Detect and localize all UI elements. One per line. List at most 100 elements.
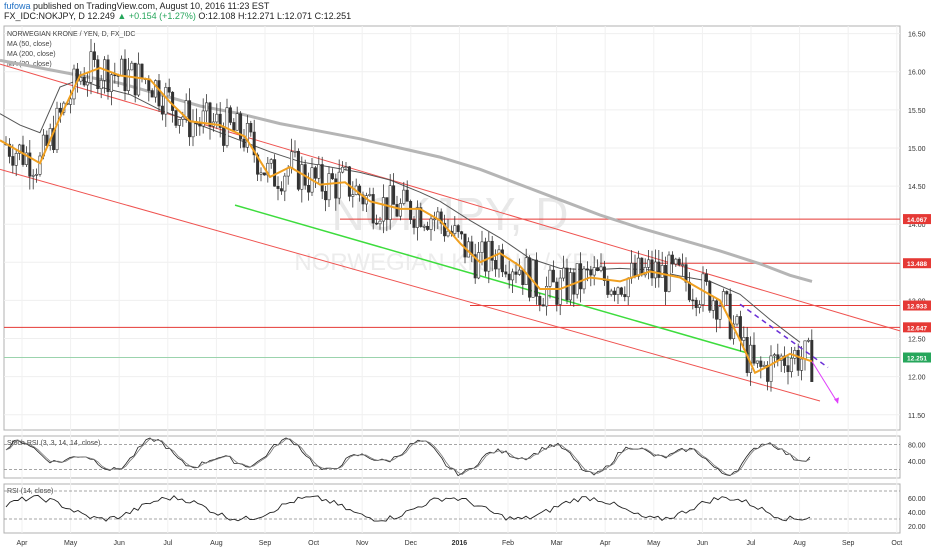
candle-body (640, 257, 644, 276)
rsi-line (5, 494, 811, 522)
candle-body (409, 201, 413, 220)
candle-body (252, 131, 256, 156)
candle-body (460, 231, 464, 235)
candle-body (324, 190, 328, 201)
author-link[interactable]: fufowa (4, 1, 31, 11)
candle-body (704, 273, 708, 282)
candle-body (511, 271, 515, 281)
candle-body (494, 260, 498, 270)
candle-body (769, 355, 773, 382)
candle-body (126, 69, 130, 91)
rsi-label: RSI (14, close) (7, 488, 53, 495)
candle-body (541, 304, 545, 307)
candle-body (715, 300, 719, 320)
candle-body (327, 173, 331, 201)
candle-body (681, 264, 685, 266)
candle-body (242, 138, 246, 148)
x-tick-label: Dec (405, 540, 418, 547)
y-tick-label: 16.50 (908, 32, 926, 39)
candle-body (249, 123, 253, 133)
candle-body (517, 269, 521, 275)
candle-body (351, 194, 355, 197)
candle-body (123, 58, 127, 91)
candle-body (283, 175, 287, 192)
candle-body (191, 121, 195, 138)
price-level-tag (903, 214, 931, 225)
candle-body (674, 258, 678, 265)
candle-body (58, 107, 62, 113)
stoch-label: Stoch RSI (3, 3, 14, 14, close) (7, 440, 100, 447)
candle-body (31, 174, 35, 177)
candle-body (752, 344, 756, 364)
x-tick-label: Apr (17, 540, 29, 547)
candle-body (480, 241, 484, 253)
candle-body (599, 266, 603, 271)
x-tick-label: Sep (259, 540, 272, 547)
stoch-d-line (5, 438, 811, 476)
candle-body (320, 164, 324, 192)
candle-body (633, 262, 637, 277)
candle-body (28, 152, 32, 177)
candle-body (184, 100, 188, 118)
candle-body (140, 63, 144, 79)
ohlc-line: FX_IDC:NOKJPY, D 12.249 ▲ +0.154 (+1.27%… (4, 11, 351, 21)
candle-body (759, 360, 763, 367)
candle-body (225, 107, 229, 146)
y-tick-label: 12.00 (908, 375, 926, 382)
stoch-tick-label: 80.00 (908, 442, 926, 449)
candle-body (89, 51, 93, 83)
candle-body (208, 102, 212, 127)
candle-body (188, 100, 192, 138)
stoch-pane (3, 435, 901, 479)
candle-body (419, 207, 423, 227)
candle-body (344, 166, 348, 169)
candle-body (538, 296, 542, 306)
candle-body (358, 185, 362, 196)
candle-body (337, 171, 341, 199)
projection-arrowhead (834, 397, 839, 404)
candle-body (402, 189, 406, 204)
x-tick-label: Sep (842, 540, 855, 547)
candle-body (650, 259, 654, 279)
candle-body (575, 263, 579, 295)
candle-body (52, 128, 56, 151)
candle-body (653, 261, 657, 279)
candle-body (293, 150, 297, 153)
candle-body (742, 337, 746, 341)
candle-body (164, 87, 168, 115)
candle-body (789, 358, 793, 373)
candle-body (7, 143, 11, 157)
candle-body (613, 290, 617, 295)
candle-body (504, 271, 508, 275)
candle-body (473, 254, 477, 279)
candle-body (137, 63, 141, 96)
y-tick-label: 14.50 (908, 184, 926, 191)
x-tick-label: Aug (210, 540, 223, 547)
legend-entry: NORWEGIAN KRONE / YEN, D, FX_IDC (7, 31, 136, 38)
candle-body (228, 107, 232, 123)
candle-body (368, 194, 372, 196)
candle-body (239, 113, 243, 140)
candle-body (667, 254, 671, 292)
ma20-line (0, 66, 813, 375)
candle-body (99, 80, 103, 90)
candle-body (381, 197, 385, 222)
candle-body (500, 249, 504, 273)
candle-body (276, 185, 280, 189)
candle-body (738, 316, 742, 341)
candle-body (558, 277, 562, 305)
candle-body (589, 269, 593, 276)
candle-body (562, 267, 566, 279)
candle-body (154, 80, 158, 98)
x-tick-label: 2016 (452, 540, 468, 547)
candle-body (548, 269, 552, 287)
candle-body (259, 172, 263, 175)
candle-body (446, 230, 450, 237)
main-pane (3, 25, 901, 431)
candle-body (235, 113, 239, 131)
rsi-tick-label: 60.00 (908, 496, 926, 503)
rsi-tick-label: 20.00 (908, 524, 926, 531)
candle-body (79, 77, 83, 82)
symbol-label[interactable]: FX_IDC:NOKJPY, D (4, 11, 85, 21)
